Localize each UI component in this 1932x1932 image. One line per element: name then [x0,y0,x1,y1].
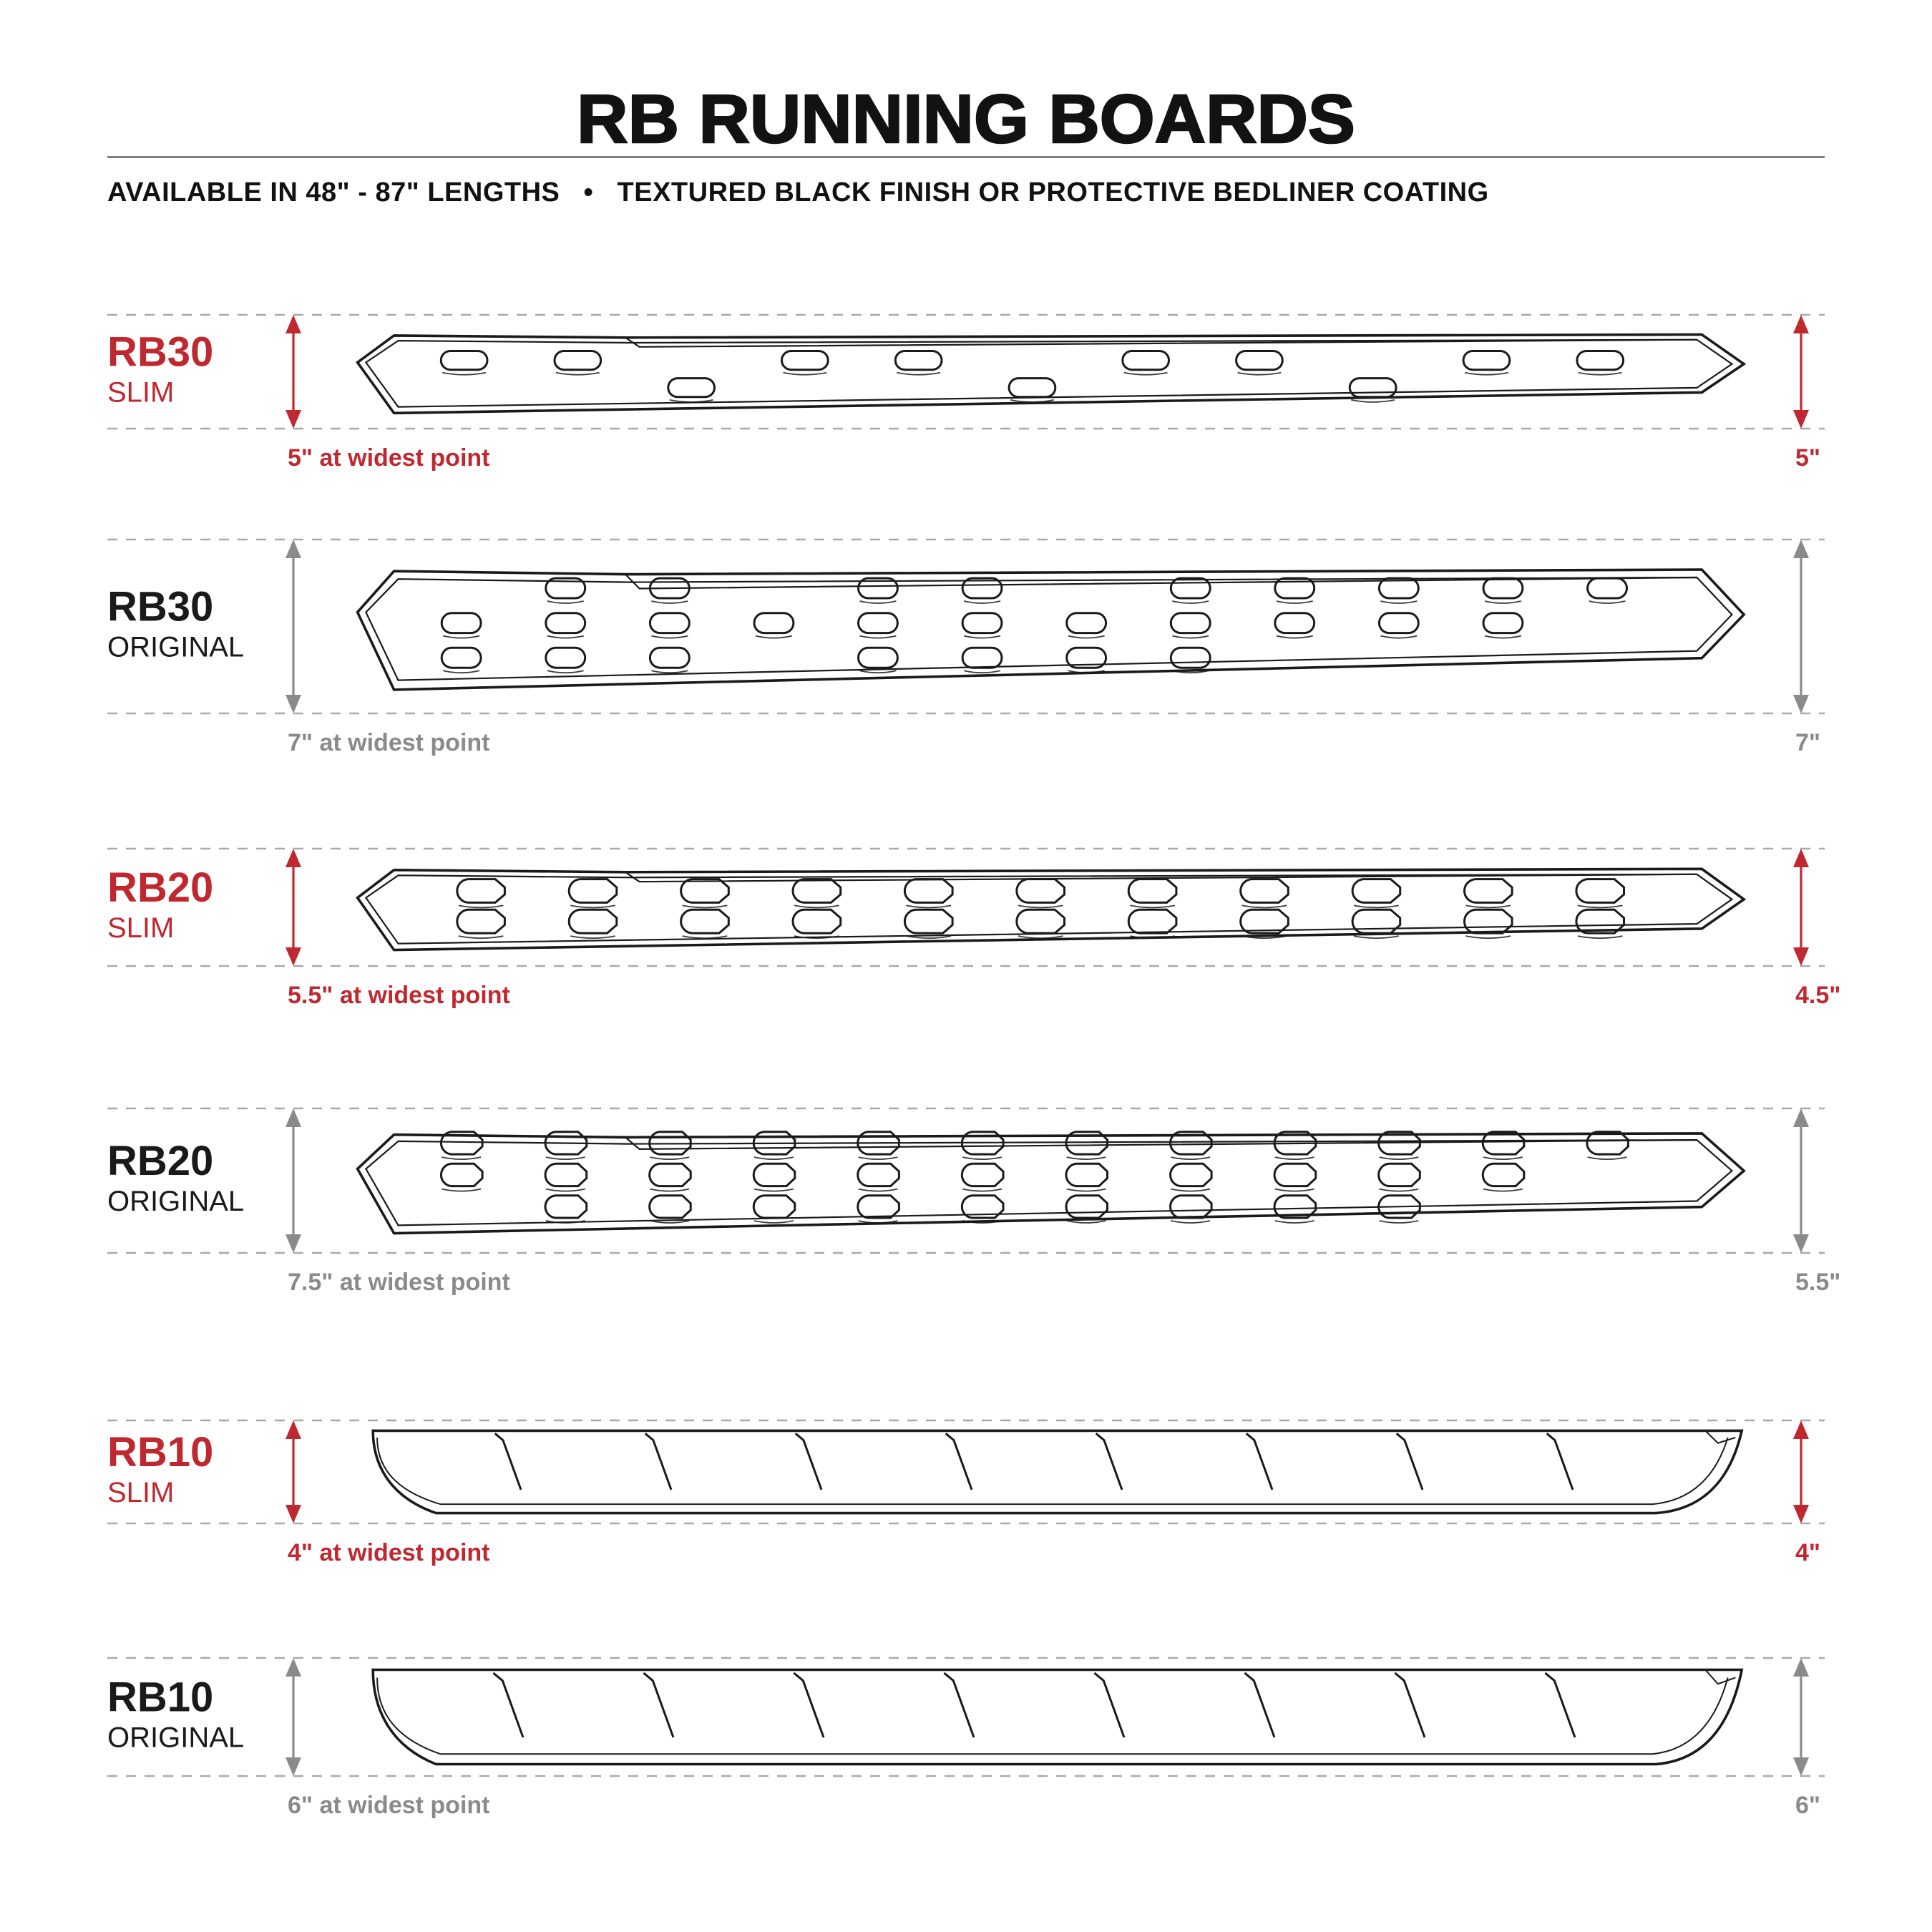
svg-text:6": 6" [1795,1792,1820,1819]
svg-text:6" at widest point: 6" at widest point [288,1792,489,1819]
svg-text:RB10: RB10 [107,1674,213,1721]
svg-text:ORIGINAL: ORIGINAL [107,1722,244,1754]
